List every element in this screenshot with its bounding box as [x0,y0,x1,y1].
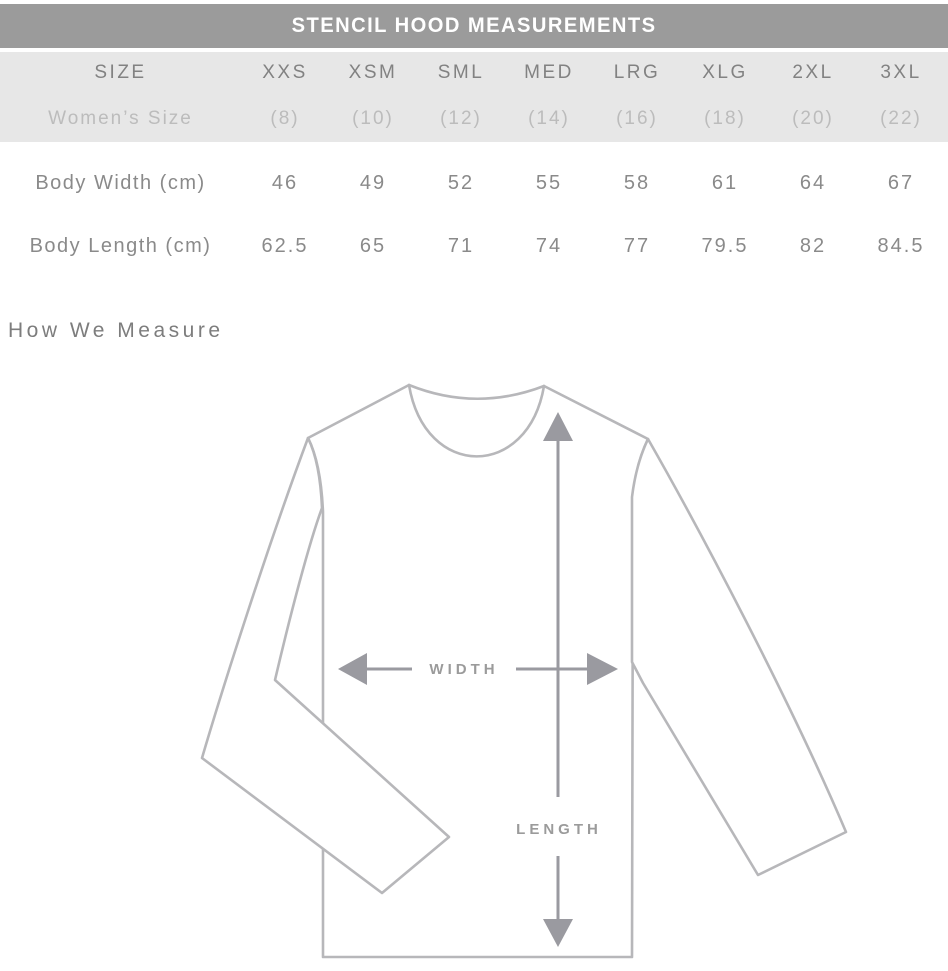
body-length-label: Body Length (cm) [29,234,212,257]
body-length-cell: 71 [447,234,475,257]
body-width-cell: 46 [271,171,299,194]
womens-size-row: Women’s Size (8) (10) (12) (14) (16) (18… [0,97,945,141]
size-cell-med: MED [524,62,574,83]
body-length-cell: 84.5 [877,234,925,257]
body-width-label: Body Width (cm) [35,171,206,194]
arrow-down-icon [543,919,573,947]
size-cell-3xl: 3XL [880,62,922,83]
length-arrow: LENGTH [516,412,602,947]
size-row-label: SIZE [94,62,147,83]
body-width-cell: 67 [887,171,915,194]
womens-cell: (18) [704,108,746,129]
size-cell-xlg: XLG [702,62,748,83]
body-length-cell: 79.5 [701,234,749,257]
body-width-cell: 58 [623,171,651,194]
body-length-cell: 74 [535,234,563,257]
length-label: LENGTH [516,821,602,838]
shirt-right-sleeve [630,437,848,877]
body-width-cell: 61 [711,171,739,194]
womens-cell: (10) [352,108,394,129]
womens-cell: (8) [270,108,300,129]
arrow-up-icon [543,412,573,441]
body-width-cell: 49 [359,171,387,194]
body-width-cell: 52 [447,171,475,194]
womens-row-label: Women’s Size [48,108,193,129]
womens-cell: (22) [880,108,922,129]
womens-cell: (12) [440,108,482,129]
table-header-bar: STENCIL HOOD MEASUREMENTS [0,4,948,48]
size-row: SIZE XXS XSM SML MED LRG XLG 2XL 3XL [0,51,945,95]
size-cell-2xl: 2XL [792,62,834,83]
collar-seam [407,383,546,401]
arrow-right-icon [587,653,618,685]
body-width-row: Body Width (cm) 46 49 52 55 58 61 64 67 [0,161,945,205]
size-cell-sml: SML [437,62,485,83]
size-cell-xxs: XXS [262,62,308,83]
body-length-row: Body Length (cm) 62.5 65 71 74 77 79.5 8… [0,224,945,268]
how-we-measure-title: How We Measure [8,319,224,342]
width-label: WIDTH [429,661,498,678]
width-arrow: WIDTH [338,653,618,685]
shirt-left-sleeve [200,436,451,895]
body-length-cell: 65 [359,234,387,257]
table-title: STENCIL HOOD MEASUREMENTS [291,14,657,37]
body-length-cell: 77 [623,234,651,257]
size-cell-lrg: LRG [613,62,661,83]
body-width-cell: 55 [535,171,563,194]
body-length-cell: 82 [799,234,827,257]
womens-cell: (20) [792,108,834,129]
body-length-cell: 62.5 [261,234,309,257]
size-cell-xsm: XSM [348,62,398,83]
arrow-left-icon [338,653,367,685]
womens-cell: (16) [616,108,658,129]
body-width-cell: 64 [799,171,827,194]
table-header-band [0,52,948,142]
womens-cell: (14) [528,108,570,129]
